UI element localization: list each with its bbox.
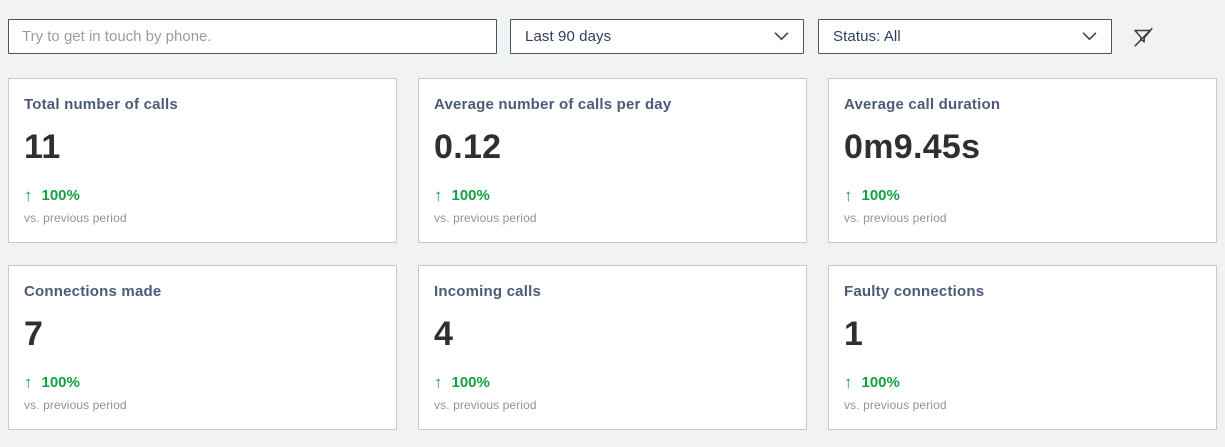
card-value: 4 [434,315,454,353]
stats-cards-grid: Total number of calls 11 ↑ 100% vs. prev… [0,54,1225,430]
date-range-value: Last 90 days [525,28,612,45]
stat-card-connections-made: Connections made 7 ↑ 100% vs. previous p… [8,265,397,430]
arrow-up-icon: ↑ [434,372,443,392]
card-value: 1 [844,315,864,353]
arrow-up-icon: ↑ [844,185,853,205]
trend-percent: 100% [41,373,80,391]
comparison-label: vs. previous period [24,398,127,412]
status-value: Status: All [833,28,901,45]
comparison-label: vs. previous period [844,398,947,412]
arrow-up-icon: ↑ [434,185,443,205]
status-dropdown[interactable]: Status: All [818,19,1112,54]
card-trend: ↑ 100% [844,373,1200,391]
card-title: Average number of calls per day [434,96,672,113]
card-title: Faulty connections [844,283,985,300]
card-value: 11 [24,128,61,166]
trend-percent: 100% [861,186,900,204]
chevron-down-icon [774,32,789,41]
card-value: 7 [24,315,44,353]
stat-card-avg-calls-per-day: Average number of calls per day 0.12 ↑ 1… [418,78,807,243]
filter-bar: Last 90 days Status: All [0,0,1225,54]
trend-percent: 100% [451,373,490,391]
card-title: Incoming calls [434,283,541,300]
chevron-down-icon [1082,32,1097,41]
card-title: Total number of calls [24,96,178,113]
comparison-label: vs. previous period [844,211,947,225]
stat-card-total-calls: Total number of calls 11 ↑ 100% vs. prev… [8,78,397,243]
stat-card-avg-call-duration: Average call duration 0m9.45s ↑ 100% vs.… [828,78,1217,243]
stat-card-faulty-connections: Faulty connections 1 ↑ 100% vs. previous… [828,265,1217,430]
card-trend: ↑ 100% [434,373,790,391]
card-trend: ↑ 100% [24,373,380,391]
arrow-up-icon: ↑ [24,372,33,392]
card-title: Average call duration [844,96,1001,113]
date-range-dropdown[interactable]: Last 90 days [510,19,804,54]
trend-percent: 100% [41,186,80,204]
card-title: Connections made [24,283,162,300]
filter-off-icon [1131,25,1155,49]
search-input[interactable] [8,19,497,54]
card-value: 0m9.45s [844,128,981,166]
card-trend: ↑ 100% [24,186,380,204]
card-trend: ↑ 100% [844,186,1200,204]
comparison-label: vs. previous period [434,211,537,225]
comparison-label: vs. previous period [24,211,127,225]
card-value: 0.12 [434,128,502,166]
card-trend: ↑ 100% [434,186,790,204]
stat-card-incoming-calls: Incoming calls 4 ↑ 100% vs. previous per… [418,265,807,430]
clear-filters-button[interactable] [1129,23,1157,51]
trend-percent: 100% [451,186,490,204]
arrow-up-icon: ↑ [24,185,33,205]
trend-percent: 100% [861,373,900,391]
arrow-up-icon: ↑ [844,372,853,392]
comparison-label: vs. previous period [434,398,537,412]
